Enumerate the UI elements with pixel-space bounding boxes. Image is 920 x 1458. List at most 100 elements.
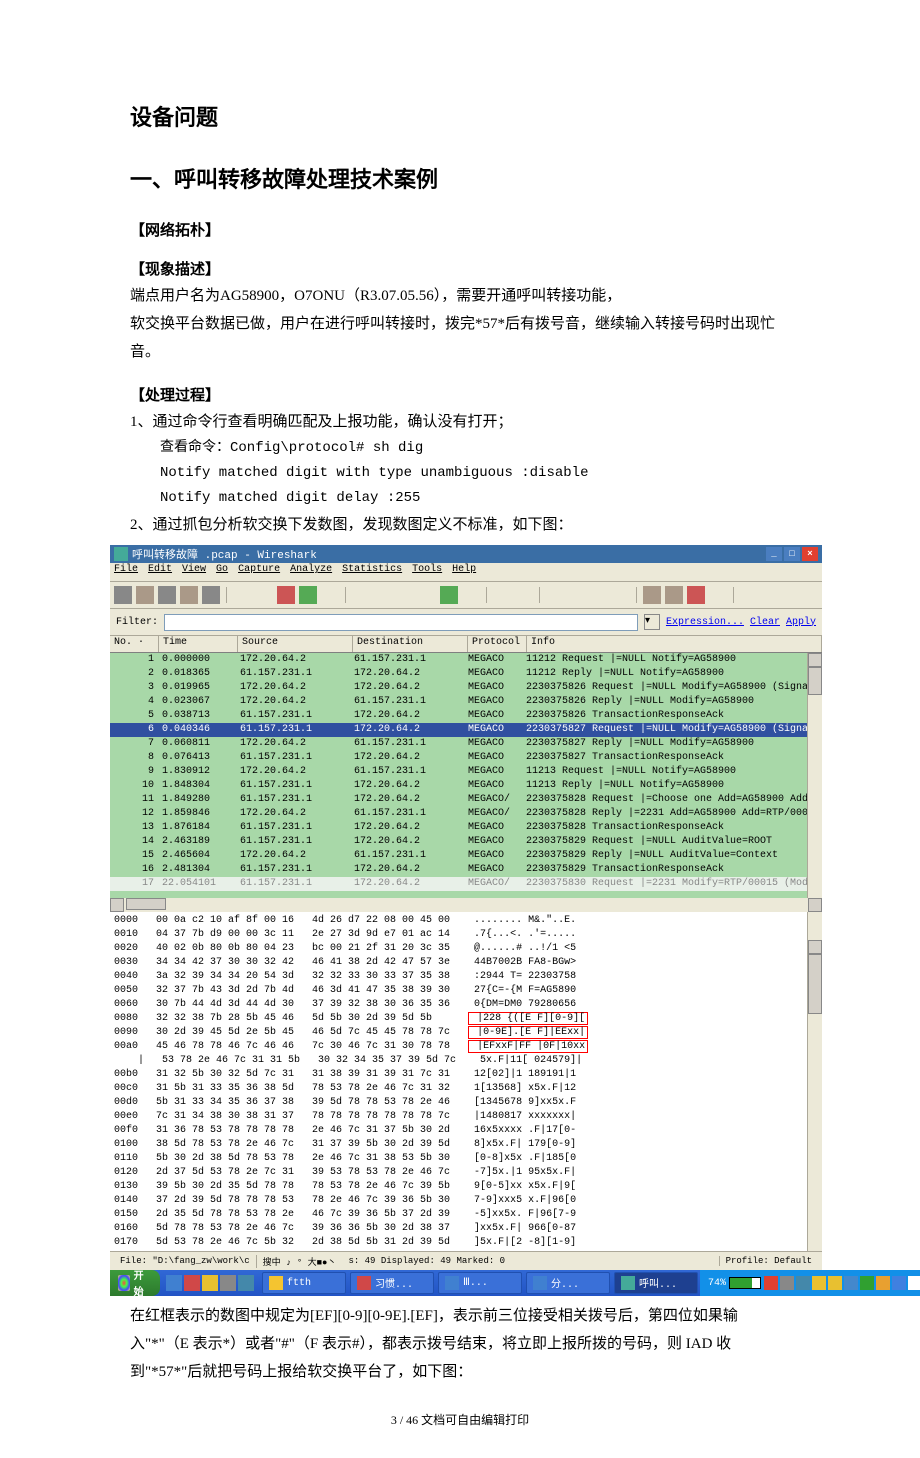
- toolbar-button[interactable]: [158, 586, 176, 604]
- toolbar-button[interactable]: [740, 586, 758, 604]
- packet-row[interactable]: 40.023067172.20.64.261.157.231.1MEGACO22…: [110, 695, 822, 709]
- toolbar-button[interactable]: [643, 586, 661, 604]
- toolbar-button[interactable]: [202, 586, 220, 604]
- toolbar-button[interactable]: [665, 586, 683, 604]
- toolbar-button[interactable]: [180, 586, 198, 604]
- packet-row[interactable]: 10.000000172.20.64.261.157.231.1MEGACO11…: [110, 653, 822, 667]
- ql-icon[interactable]: [220, 1275, 236, 1291]
- packet-row[interactable]: 91.830912172.20.64.261.157.231.1MEGACO11…: [110, 765, 822, 779]
- menubar: File Edit View Go Capture Analyze Statistics To…: [110, 563, 822, 582]
- col-dest[interactable]: Destination: [353, 636, 468, 652]
- tray-icon[interactable]: [796, 1276, 810, 1290]
- toolbar-button[interactable]: [114, 586, 132, 604]
- statusbar: File: "D:\fang_zw\work\c 搜中 ♪ ° 大■●丶 s: …: [110, 1251, 822, 1270]
- menu-item[interactable]: Capture: [238, 564, 280, 575]
- packet-row[interactable]: 131.87618461.157.231.1172.20.64.2MEGACO2…: [110, 821, 822, 835]
- menu-item[interactable]: Statistics: [342, 564, 402, 575]
- packet-row[interactable]: 80.07641361.157.231.1172.20.64.2MEGACO22…: [110, 751, 822, 765]
- packet-row[interactable]: 30.019965172.20.64.2172.20.64.2MEGACO223…: [110, 681, 822, 695]
- packet-row[interactable]: 1722.05410161.157.231.1172.20.64.2MEGACO…: [110, 877, 822, 891]
- tray-icon[interactable]: [876, 1276, 890, 1290]
- col-no[interactable]: No. ·: [110, 636, 159, 652]
- menu-item[interactable]: Go: [216, 564, 228, 575]
- toolbar-button[interactable]: [590, 586, 608, 604]
- toolbar-button[interactable]: [709, 586, 727, 604]
- packet-row[interactable]: 152.465604172.20.64.261.157.231.1MEGACO2…: [110, 849, 822, 863]
- col-proto[interactable]: Protocol: [468, 636, 527, 652]
- packet-row[interactable]: 121.859846172.20.64.261.157.231.1MEGACO/…: [110, 807, 822, 821]
- packet-row[interactable]: 20.01836561.157.231.1172.20.64.2MEGACO11…: [110, 667, 822, 681]
- toolbar-button[interactable]: [233, 586, 251, 604]
- tray-icon[interactable]: [780, 1276, 794, 1290]
- ql-icon[interactable]: [238, 1275, 254, 1291]
- packet-row[interactable]: 101.84830461.157.231.1172.20.64.2MEGACO1…: [110, 779, 822, 793]
- scrollbar[interactable]: [807, 912, 822, 1251]
- toolbar-button[interactable]: [493, 586, 511, 604]
- menu-item[interactable]: View: [182, 564, 206, 575]
- taskbar-item[interactable]: Ⅲ...: [438, 1272, 522, 1294]
- taskbar-item[interactable]: 呼叫...: [614, 1272, 698, 1294]
- toolbar-button[interactable]: [418, 586, 436, 604]
- close-button[interactable]: ×: [802, 547, 818, 561]
- toolbar-button[interactable]: [396, 586, 414, 604]
- filter-input[interactable]: [164, 614, 638, 631]
- start-button[interactable]: 开始: [110, 1270, 160, 1296]
- tray-icon[interactable]: [860, 1276, 874, 1290]
- wireshark-window: 呼叫转移故障 .pcap - Wireshark _ □ × FileEditV…: [110, 545, 822, 1296]
- ql-icon[interactable]: [166, 1275, 182, 1291]
- filter-dropdown[interactable]: ▾: [644, 614, 660, 630]
- toolbar-button[interactable]: [687, 586, 705, 604]
- toolbar-button[interactable]: [352, 586, 370, 604]
- maximize-button[interactable]: □: [784, 547, 800, 561]
- toolbar-button[interactable]: [568, 586, 586, 604]
- toolbar-button[interactable]: [546, 586, 564, 604]
- toolbar-button[interactable]: [255, 586, 273, 604]
- packet-row[interactable]: 70.060811172.20.64.261.157.231.1MEGACO22…: [110, 737, 822, 751]
- tray-icon[interactable]: [892, 1276, 906, 1290]
- toolbar: [110, 582, 822, 609]
- menu-item[interactable]: Analyze: [290, 564, 332, 575]
- menu-item[interactable]: Edit: [148, 564, 172, 575]
- col-source[interactable]: Source: [238, 636, 353, 652]
- scrollbar[interactable]: [807, 653, 822, 898]
- hex-pane[interactable]: 0000 00 0a c2 10 af 8f 00 16 4d 26 d7 22…: [110, 912, 822, 1251]
- packet-list[interactable]: 10.000000172.20.64.261.157.231.1MEGACO11…: [110, 653, 822, 898]
- h-scrollbar[interactable]: [110, 898, 822, 912]
- menu-item[interactable]: Tools: [412, 564, 442, 575]
- packet-row[interactable]: 60.04034661.157.231.1172.20.64.2MEGACO22…: [110, 723, 822, 737]
- tray-icon[interactable]: [844, 1276, 858, 1290]
- toolbar-button[interactable]: [462, 586, 480, 604]
- toolbar-button[interactable]: [612, 586, 630, 604]
- minimize-button[interactable]: _: [766, 547, 782, 561]
- section-process: 【处理过程】: [130, 384, 790, 405]
- tray-icon[interactable]: [908, 1276, 920, 1290]
- toolbar-button[interactable]: [299, 586, 317, 604]
- packet-row[interactable]: 111.84928061.157.231.1172.20.64.2MEGACO/…: [110, 793, 822, 807]
- toolbar-button[interactable]: [277, 586, 295, 604]
- toolbar-button[interactable]: [515, 586, 533, 604]
- toolbar-button[interactable]: [136, 586, 154, 604]
- expression-link[interactable]: Expression...: [666, 617, 744, 628]
- col-info[interactable]: Info: [527, 636, 822, 652]
- ql-icon[interactable]: [202, 1275, 218, 1291]
- paragraph: 在红框表示的数图中规定为[EF][0-9][0-9E].[EF]，表示前三位接受…: [130, 1302, 790, 1386]
- menu-item[interactable]: File: [114, 564, 138, 575]
- system-tray: 74% 14:23: [700, 1270, 920, 1296]
- taskbar-item[interactable]: ftth: [262, 1272, 346, 1294]
- toolbar-button[interactable]: [321, 586, 339, 604]
- taskbar-item[interactable]: 分...: [526, 1272, 610, 1294]
- tray-icon[interactable]: [828, 1276, 842, 1290]
- packet-row[interactable]: 142.46318961.157.231.1172.20.64.2MEGACO2…: [110, 835, 822, 849]
- clear-link[interactable]: Clear: [750, 617, 780, 628]
- packet-row[interactable]: 162.48130461.157.231.1172.20.64.2MEGACO2…: [110, 863, 822, 877]
- menu-item[interactable]: Help: [452, 564, 476, 575]
- taskbar-item[interactable]: 习惯...: [350, 1272, 434, 1294]
- col-time[interactable]: Time: [159, 636, 238, 652]
- ql-icon[interactable]: [184, 1275, 200, 1291]
- tray-icon[interactable]: [764, 1276, 778, 1290]
- toolbar-button[interactable]: [374, 586, 392, 604]
- toolbar-button[interactable]: [440, 586, 458, 604]
- packet-row[interactable]: 50.03871361.157.231.1172.20.64.2MEGACO22…: [110, 709, 822, 723]
- tray-icon[interactable]: [812, 1276, 826, 1290]
- apply-link[interactable]: Apply: [786, 617, 816, 628]
